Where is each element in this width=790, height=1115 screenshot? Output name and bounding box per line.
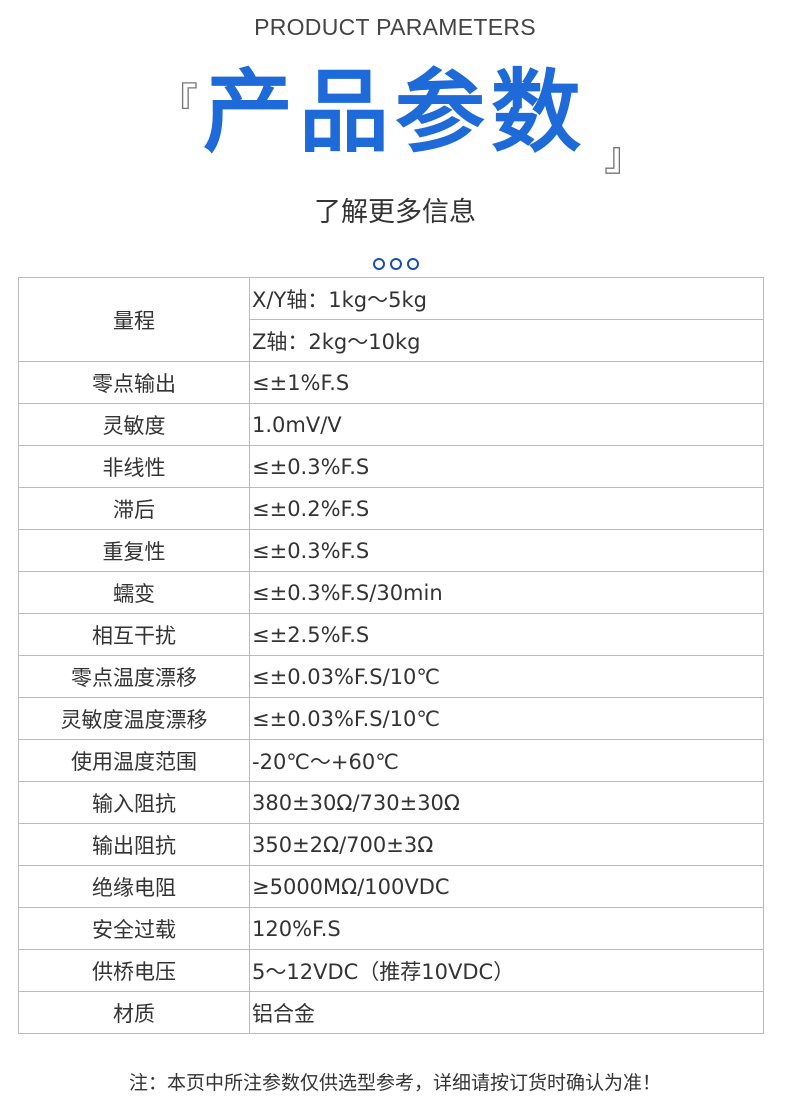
table-row: 量程 X/Y轴：1kg～5kg [18, 277, 764, 362]
param-label: 相互干扰 [18, 613, 250, 656]
param-label: 输入阻抗 [18, 781, 250, 824]
table-row: 绝缘电阻 ≥5000MΩ/100VDC [18, 865, 764, 908]
param-label: 零点输出 [18, 361, 250, 404]
table-row: 输出阻抗 350±2Ω/700±3Ω [18, 823, 764, 866]
footnote: 注：本页中所注参数仅供选型参考，详细请按订货时确认为准！ [128, 1072, 661, 1094]
table-row: 重复性 ≤±0.3%F.S [18, 529, 764, 572]
param-value: 120%F.S [249, 907, 764, 950]
param-label: 零点温度漂移 [18, 655, 250, 698]
param-label: 使用温度范围 [18, 739, 250, 782]
param-value: ≤±0.03%F.S/10℃ [249, 697, 764, 740]
table-row: 灵敏度温度漂移 ≤±0.03%F.S/10℃ [18, 697, 764, 740]
table-row: 使用温度范围 -20℃～+60℃ [18, 739, 764, 782]
dot-icon [390, 258, 402, 270]
table-row: 供桥电压 5～12VDC（推荐10VDC） [18, 949, 764, 992]
param-label: 输出阻抗 [18, 823, 250, 866]
table-row: 零点温度漂移 ≤±0.03%F.S/10℃ [18, 655, 764, 698]
param-value: Z轴：2kg～10kg [249, 319, 764, 362]
param-value: ≤±0.03%F.S/10℃ [249, 655, 764, 698]
param-value: ≤±1%F.S [249, 361, 764, 404]
english-heading: PRODUCT PARAMETERS [254, 14, 536, 40]
dot-icon [373, 258, 385, 270]
page-title: 产品参数 [203, 60, 587, 165]
param-value: ≤±0.3%F.S [249, 529, 764, 572]
param-label: 供桥电压 [18, 949, 250, 992]
bracket-left: 『 [158, 80, 198, 126]
table-row: 输入阻抗 380±30Ω/730±30Ω [18, 781, 764, 824]
param-value: ≤±0.2%F.S [249, 487, 764, 530]
parameter-table: 量程 X/Y轴：1kg～5kg Z轴：2kg～10kg 零点输出 ≤±1%F.S 灵敏… [18, 277, 764, 1034]
subtitle: 了解更多信息 [314, 197, 476, 228]
param-value: X/Y轴：1kg～5kg [249, 277, 764, 320]
table-row: 材质 铝合金 [18, 991, 764, 1034]
param-label: 材质 [18, 991, 250, 1034]
param-label: 灵敏度 [18, 403, 250, 446]
param-value: ≤±0.3%F.S [249, 445, 764, 488]
param-value: ≥5000MΩ/100VDC [249, 865, 764, 908]
param-label: 滞后 [18, 487, 250, 530]
param-value: ≤±0.3%F.S/30min [249, 571, 764, 614]
param-value: ≤±2.5%F.S [249, 613, 764, 656]
param-value: 5～12VDC（推荐10VDC） [249, 949, 764, 992]
param-label: 绝缘电阻 [18, 865, 250, 908]
param-value: 铝合金 [249, 991, 764, 1034]
table-row: 非线性 ≤±0.3%F.S [18, 445, 764, 488]
table-row: 安全过载 120%F.S [18, 907, 764, 950]
param-label: 安全过载 [18, 907, 250, 950]
param-label: 非线性 [18, 445, 250, 488]
param-label: 灵敏度温度漂移 [18, 697, 250, 740]
dot-icon [407, 258, 419, 270]
table-row: 蠕变 ≤±0.3%F.S/30min [18, 571, 764, 614]
table-row: 相互干扰 ≤±2.5%F.S [18, 613, 764, 656]
param-label: 蠕变 [18, 571, 250, 614]
param-value: -20℃～+60℃ [249, 739, 764, 782]
table-row: 零点输出 ≤±1%F.S [18, 361, 764, 404]
param-label: 量程 [18, 277, 250, 362]
bracket-right: 』 [604, 134, 644, 180]
table-row: 滞后 ≤±0.2%F.S [18, 487, 764, 530]
param-value: 350±2Ω/700±3Ω [249, 823, 764, 866]
dots-decoration [373, 258, 419, 270]
table-row: 灵敏度 1.0mV/V [18, 403, 764, 446]
table-row: Z轴：2kg～10kg [19, 319, 764, 362]
param-value: 1.0mV/V [249, 403, 764, 446]
param-value: 380±30Ω/730±30Ω [249, 781, 764, 824]
param-label: 重复性 [18, 529, 250, 572]
